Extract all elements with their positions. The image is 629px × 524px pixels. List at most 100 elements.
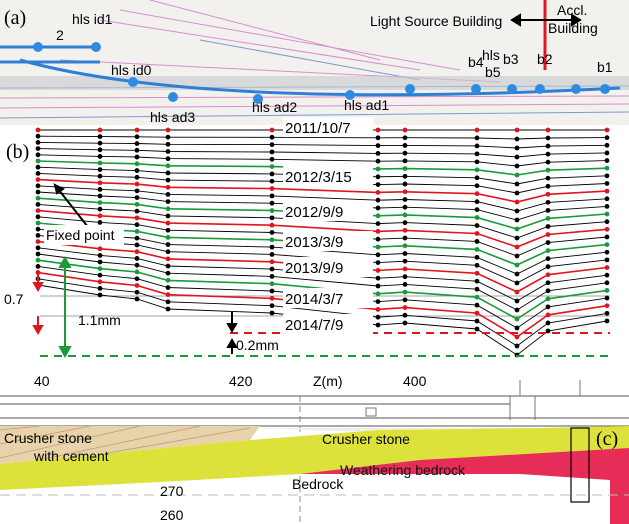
survey-point (375, 197, 381, 203)
survey-point (474, 207, 480, 213)
survey-point (514, 253, 520, 259)
survey-point (604, 173, 610, 179)
survey-point (474, 231, 480, 236)
survey-point (474, 318, 480, 324)
axis-label: 400 (403, 373, 427, 389)
survey-point (604, 303, 610, 309)
layer-label: Weathering bedrock (340, 462, 466, 478)
panel-label: (b) (6, 141, 29, 163)
survey-point (35, 152, 41, 158)
survey-point (402, 305, 408, 310)
survey-point (97, 160, 103, 166)
survey-point (474, 175, 480, 181)
survey-point (134, 208, 140, 214)
survey-point (402, 274, 408, 280)
survey-point (134, 134, 140, 140)
survey-point (402, 220, 408, 226)
label-bg (44, 225, 124, 245)
annotation: 0.7 (4, 291, 24, 307)
survey-point (604, 127, 610, 133)
survey-point (375, 127, 381, 133)
survey-point (545, 183, 551, 189)
survey-point (134, 262, 140, 268)
panel-label: (c) (596, 428, 618, 450)
survey-point (474, 310, 480, 316)
survey-point (545, 143, 551, 149)
survey-point (375, 244, 381, 250)
beamline (0, 45, 100, 64)
survey-point (269, 310, 275, 316)
survey-point (604, 196, 610, 202)
survey-point (375, 307, 381, 312)
layer-label: Bedrock (292, 476, 344, 492)
survey-point (474, 167, 480, 173)
survey-point (545, 296, 551, 302)
survey-point (474, 247, 480, 252)
station-label: 2 (56, 27, 64, 43)
survey-point (402, 166, 408, 172)
survey-point (402, 189, 408, 195)
survey-point (269, 134, 275, 140)
station-label: b1 (597, 59, 613, 75)
survey-point (134, 215, 140, 221)
axis-label: 40 (34, 373, 50, 389)
survey-point (402, 197, 408, 202)
survey-point (97, 292, 103, 298)
survey-point (134, 188, 140, 194)
survey-point (514, 244, 520, 250)
survey-point (134, 229, 140, 234)
survey-point (165, 170, 171, 176)
survey-point (165, 141, 171, 147)
survey-point (545, 312, 551, 318)
survey-point (474, 294, 480, 300)
axis-label: Z(m) (313, 373, 343, 389)
survey-point (35, 257, 41, 263)
survey-point (375, 213, 381, 219)
survey-point (545, 199, 551, 205)
survey-point (375, 166, 381, 172)
survey-point (165, 206, 171, 212)
survey-point (604, 219, 610, 225)
survey-point (97, 206, 103, 212)
survey-point (97, 286, 103, 291)
survey-point (35, 233, 41, 238)
survey-point (97, 154, 103, 159)
survey-point (604, 158, 610, 163)
survey-point (545, 264, 551, 270)
survey-point (474, 270, 480, 276)
survey-point (514, 235, 520, 241)
survey-point (375, 314, 381, 320)
survey-point (375, 299, 381, 304)
survey-point (134, 222, 140, 228)
survey-point (35, 245, 41, 251)
survey-point (545, 216, 551, 221)
survey-point (402, 181, 408, 187)
survey-point (545, 224, 551, 229)
survey-point (604, 318, 610, 324)
survey-point (35, 220, 41, 226)
survey-point (545, 272, 551, 278)
survey-point (35, 195, 41, 201)
survey-point (402, 235, 408, 241)
survey-point (604, 234, 610, 240)
survey-point (474, 135, 480, 141)
survey-point (375, 236, 381, 242)
survey-point (165, 270, 171, 276)
survey-point (514, 208, 520, 214)
date-label: 2013/3/9 (285, 234, 343, 251)
survey-point (604, 142, 610, 148)
survey-point (604, 135, 610, 141)
building-label: Building (548, 20, 598, 36)
survey-point (35, 140, 41, 145)
survey-point (474, 183, 480, 189)
survey-point (165, 220, 171, 226)
survey-point (165, 134, 171, 140)
date-label: 2013/9/9 (285, 260, 343, 277)
survey-point (514, 181, 520, 187)
survey-point (375, 135, 381, 141)
survey-point (375, 268, 381, 273)
survey-point (134, 249, 140, 255)
survey-point (165, 163, 171, 169)
survey-point (269, 178, 275, 184)
survey-point (545, 240, 551, 245)
